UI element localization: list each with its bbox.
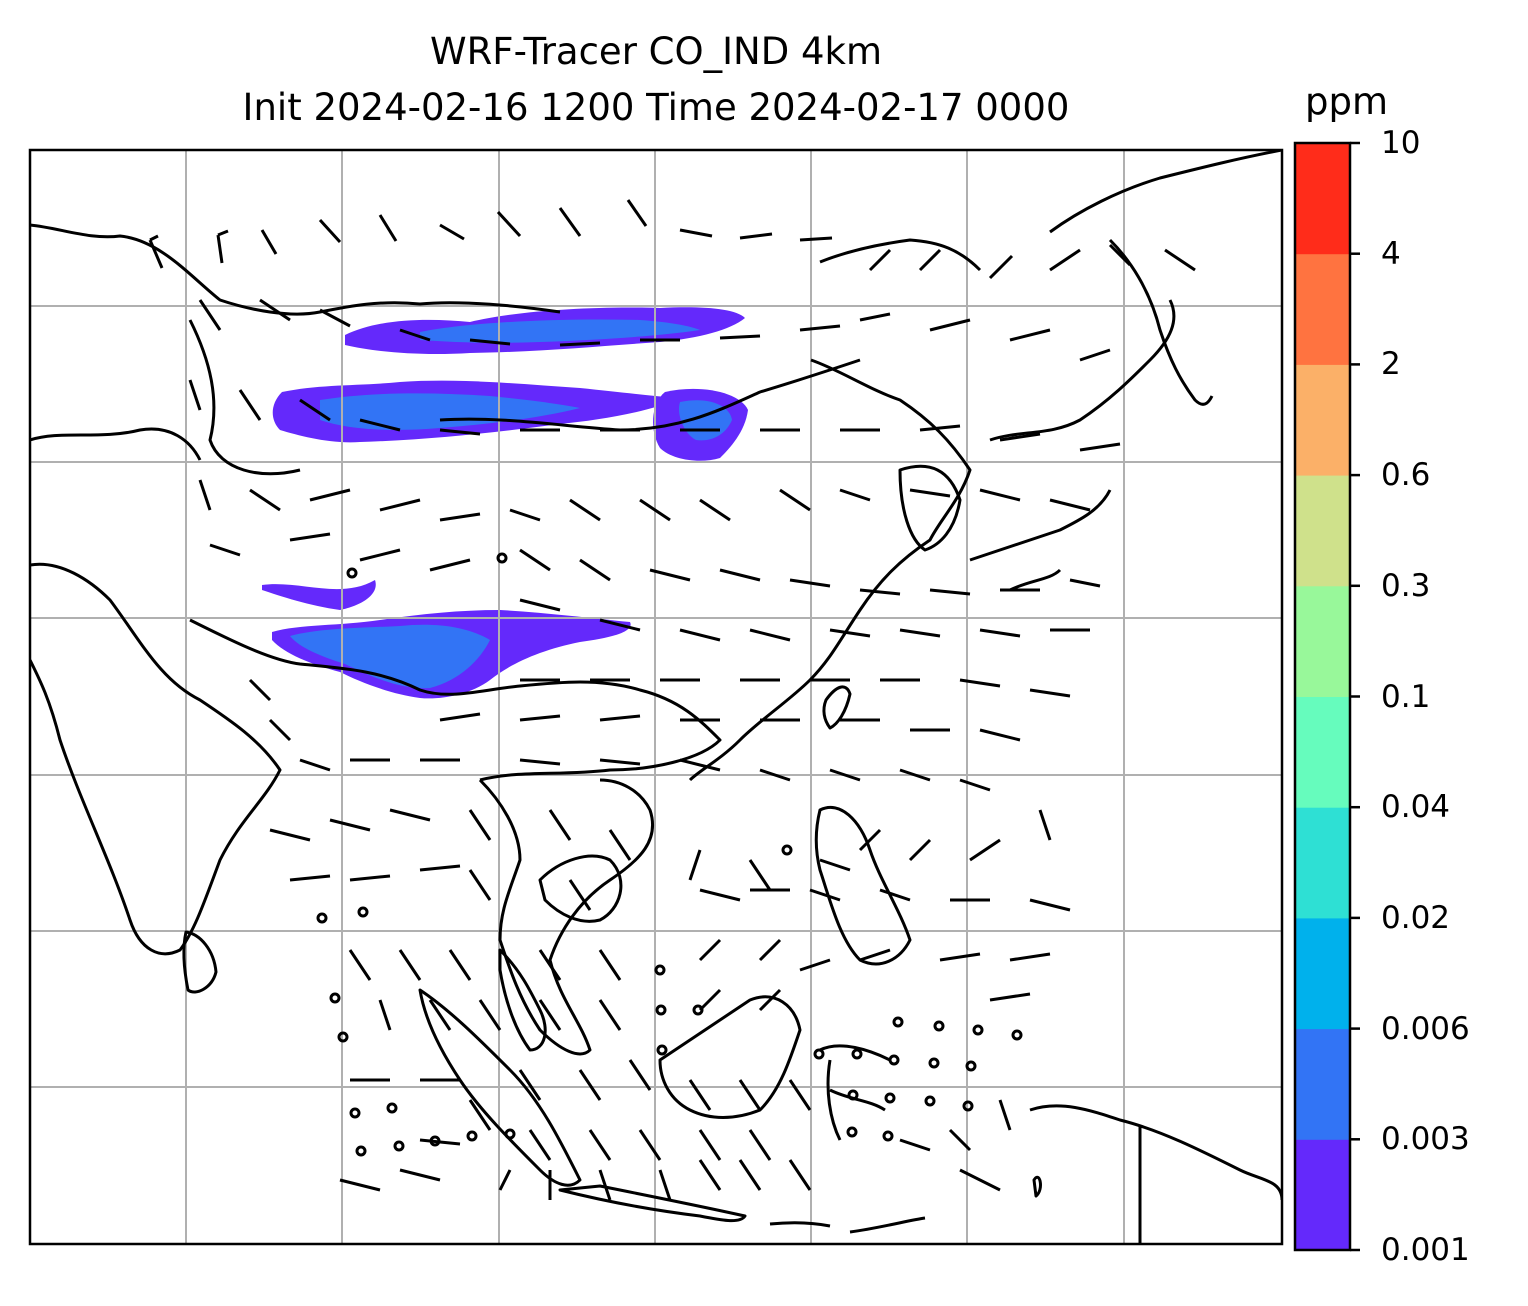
coastline-srilanka xyxy=(182,930,218,994)
plume-mid-core xyxy=(320,393,580,430)
colorbar-tick-label: 0.001 xyxy=(1381,1232,1470,1268)
coastline-india xyxy=(30,562,282,956)
colorbar-tick-label: 0.04 xyxy=(1381,789,1451,826)
plume-north-core xyxy=(420,319,700,343)
coastline-taiwan xyxy=(822,685,852,730)
coastline-newguinea xyxy=(1029,1104,1282,1244)
border-himalaya xyxy=(189,618,722,782)
coastline-gulf-thailand xyxy=(538,854,623,923)
plume-south-core xyxy=(290,624,490,689)
coastline-japan xyxy=(969,299,1176,592)
coastline-malaysia xyxy=(498,948,547,1052)
map-title-line1: WRF-Tracer CO_IND 4km xyxy=(430,30,882,73)
map-area xyxy=(30,150,1282,1244)
coastline-asia-west xyxy=(30,223,561,316)
coastline-indochina xyxy=(478,778,655,1056)
coastline-china-east xyxy=(688,358,972,782)
tracer-plumes xyxy=(262,307,748,699)
colorbar-segment xyxy=(1295,696,1350,808)
colorbar-segment xyxy=(1295,1028,1350,1140)
colorbar xyxy=(1293,141,1360,1252)
colorbar-segment xyxy=(1295,585,1350,697)
coastline-russia-east xyxy=(819,150,1282,406)
colorbar-tick-label: 0.1 xyxy=(1381,678,1431,715)
coastline-korea xyxy=(898,464,962,552)
colorbar-unit-label: ppm xyxy=(1305,80,1389,123)
colorbar-tick-label: 2 xyxy=(1381,346,1401,383)
colorbar-tick-label: 0.6 xyxy=(1381,457,1431,494)
colorbar-tick-label: 0.3 xyxy=(1381,567,1431,604)
wind-barbs xyxy=(148,199,1196,1201)
coastline-sumatra xyxy=(418,988,582,1187)
colorbar-segment xyxy=(1295,364,1350,476)
colorbar-tick-label: 0.006 xyxy=(1381,1010,1470,1047)
colorbar-tick-label: 10 xyxy=(1381,125,1421,161)
colorbar-tick-label: 0.003 xyxy=(1381,1121,1470,1158)
coastline-lesser-sunda xyxy=(769,1216,926,1234)
plume-south-thin xyxy=(262,580,376,610)
colorbar-segment xyxy=(1295,807,1350,919)
colorbar-segment xyxy=(1295,917,1350,1030)
colorbar-tick-label: 4 xyxy=(1381,235,1401,272)
calm-wind-markers xyxy=(316,552,1023,1157)
colorbar-tick-label: 0.02 xyxy=(1381,899,1451,936)
coastline-sulawesi xyxy=(819,1044,891,1141)
colorbar-segment xyxy=(1295,475,1350,587)
map-frame xyxy=(28,148,1284,1246)
coastlines xyxy=(30,150,1282,1244)
colorbar-segment xyxy=(1295,253,1350,365)
coastline-philippines xyxy=(814,805,912,966)
colorbar-segment xyxy=(1295,143,1350,255)
coastline-java xyxy=(558,1184,747,1223)
map-title-line2: Init 2024-02-16 1200 Time 2024-02-17 000… xyxy=(242,86,1070,129)
colorbar-segment xyxy=(1295,1139,1350,1251)
border-central xyxy=(30,319,301,476)
coastline-borneo xyxy=(658,995,802,1119)
border-china-inner xyxy=(439,358,861,432)
